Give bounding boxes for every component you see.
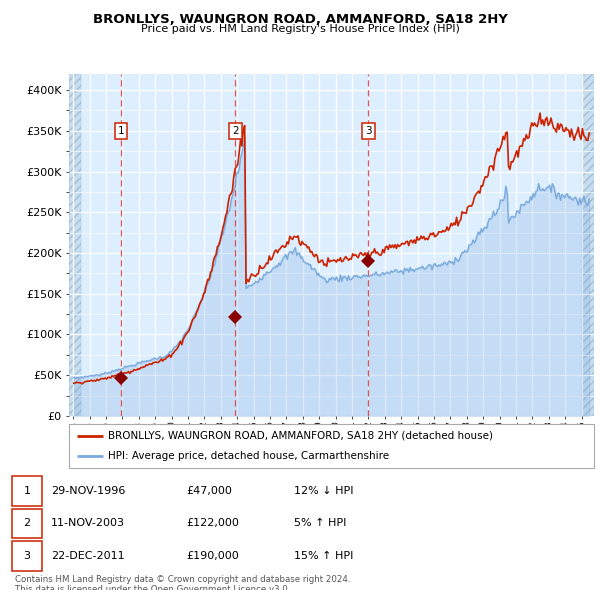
Text: 29-NOV-1996: 29-NOV-1996	[51, 486, 125, 496]
Bar	[69, 74, 82, 416]
Text: BRONLLYS, WAUNGRON ROAD, AMMANFORD, SA18 2HY (detached house): BRONLLYS, WAUNGRON ROAD, AMMANFORD, SA18…	[109, 431, 493, 441]
Bar	[581, 74, 594, 416]
Text: Price paid vs. HM Land Registry's House Price Index (HPI): Price paid vs. HM Land Registry's House …	[140, 24, 460, 34]
Text: 5% ↑ HPI: 5% ↑ HPI	[294, 519, 346, 528]
Bar	[69, 74, 82, 416]
Text: HPI: Average price, detached house, Carmarthenshire: HPI: Average price, detached house, Carm…	[109, 451, 389, 461]
Text: 1: 1	[23, 486, 31, 496]
Text: 12% ↓ HPI: 12% ↓ HPI	[294, 486, 353, 496]
Text: 11-NOV-2003: 11-NOV-2003	[51, 519, 125, 528]
Text: 2: 2	[232, 126, 238, 136]
Text: 3: 3	[365, 126, 371, 136]
Text: Contains HM Land Registry data © Crown copyright and database right 2024.
This d: Contains HM Land Registry data © Crown c…	[15, 575, 350, 590]
Text: 1: 1	[118, 126, 124, 136]
Text: 22-DEC-2011: 22-DEC-2011	[51, 551, 125, 560]
Text: 2: 2	[23, 519, 31, 528]
Text: £122,000: £122,000	[186, 519, 239, 528]
Text: 15% ↑ HPI: 15% ↑ HPI	[294, 551, 353, 560]
Bar	[581, 74, 594, 416]
Text: 3: 3	[23, 551, 31, 560]
FancyBboxPatch shape	[69, 424, 594, 468]
Text: £190,000: £190,000	[186, 551, 239, 560]
Text: £47,000: £47,000	[186, 486, 232, 496]
Text: BRONLLYS, WAUNGRON ROAD, AMMANFORD, SA18 2HY: BRONLLYS, WAUNGRON ROAD, AMMANFORD, SA18…	[92, 13, 508, 26]
